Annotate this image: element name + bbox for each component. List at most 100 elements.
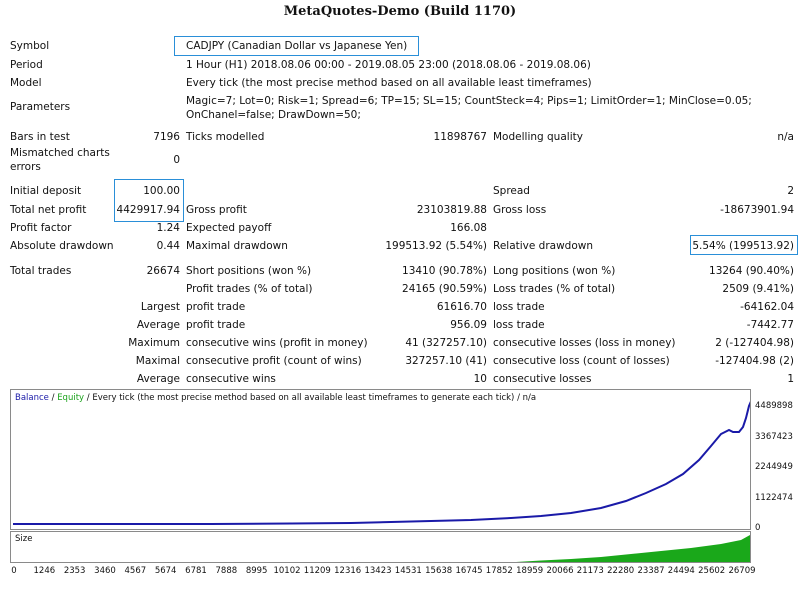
profit-factor-label: Profit factor xyxy=(10,222,72,234)
x-tick: 17852 xyxy=(485,566,513,576)
mismatch-value: 0 xyxy=(173,154,180,166)
deposit-value: 100.00 xyxy=(143,185,180,197)
deposit-profit-highlight xyxy=(114,179,184,222)
average-loss-value: -7442.77 xyxy=(746,319,794,331)
largest-loss-label: loss trade xyxy=(493,301,545,313)
report-title: MetaQuotes-Demo (Build 1170) xyxy=(283,4,517,19)
profit-trades-value: 24165 (90.59%) xyxy=(402,283,487,295)
y-tick-5: 0 xyxy=(755,523,761,533)
x-tick: 16745 xyxy=(455,566,483,576)
x-tick: 12316 xyxy=(334,566,362,576)
avg-consecutive-wins-value: 10 xyxy=(473,373,487,385)
x-axis-ticks: 0 1246 2353 3460 4567 5674 6781 7888 8995 10102 11… xyxy=(0,566,800,578)
largest-profit-label: profit trade xyxy=(186,301,246,313)
size-area-svg xyxy=(516,535,750,562)
x-tick: 2353 xyxy=(63,566,86,576)
deposit-label: Initial deposit xyxy=(10,185,82,197)
x-tick: 5674 xyxy=(154,566,177,576)
avg-consecutive-losses-value: 1 xyxy=(787,373,794,385)
x-tick: 0 xyxy=(11,566,17,576)
average-profit-value: 956.09 xyxy=(450,319,487,331)
maximal-label: Maximal xyxy=(135,355,180,367)
x-tick: 21173 xyxy=(576,566,604,576)
average-loss-label: loss trade xyxy=(493,319,545,331)
average-consecutive-label: Average xyxy=(136,373,180,385)
total-trades-label: Total trades xyxy=(10,265,72,277)
maximal-loss-value: -127404.98 (2) xyxy=(715,355,794,367)
x-tick: 23387 xyxy=(637,566,665,576)
legend-description: / Every tick (the most precise method ba… xyxy=(84,393,537,403)
ticks-label: Ticks modelled xyxy=(186,131,265,143)
y-tick-1: 4489898 xyxy=(755,401,793,411)
bars-label: Bars in test xyxy=(10,131,70,143)
quality-label: Modelling quality xyxy=(493,131,583,143)
y-tick-4: 1122474 xyxy=(755,493,793,503)
x-tick: 15638 xyxy=(425,566,453,576)
symbol-label: Symbol xyxy=(10,40,50,52)
model-label: Model xyxy=(10,77,42,89)
average-label: Average xyxy=(136,319,180,331)
maximal-profit-value: 327257.10 (41) xyxy=(405,355,487,367)
abs-drawdown-label: Absolute drawdown xyxy=(10,240,114,252)
ticks-value: 11898767 xyxy=(433,131,487,143)
maximum-losses-label: consecutive losses (loss in money) xyxy=(493,337,676,349)
expected-payoff-label: Expected payoff xyxy=(186,222,272,234)
net-profit-label: Total net profit xyxy=(10,204,87,216)
legend-balance: Balance xyxy=(15,393,49,403)
x-tick: 3460 xyxy=(94,566,116,576)
gross-profit-value: 23103819.88 xyxy=(416,204,487,216)
avg-consecutive-losses-label: consecutive losses xyxy=(493,373,592,385)
x-tick: 22280 xyxy=(607,566,635,576)
legend-equity: Equity xyxy=(57,393,85,403)
maximum-losses-value: 2 (-127404.98) xyxy=(715,337,794,349)
mismatch-label-2: errors xyxy=(10,161,41,173)
symbol-value: CADJPY (Canadian Dollar vs Japanese Yen) xyxy=(186,40,408,52)
x-tick: 4567 xyxy=(124,566,147,576)
bars-value: 7196 xyxy=(153,131,180,143)
max-drawdown-label: Maximal drawdown xyxy=(186,240,288,252)
gross-loss-value: -18673901.94 xyxy=(720,204,794,216)
maximum-label: Maximum xyxy=(128,337,180,349)
x-tick: 26709 xyxy=(728,566,756,576)
size-panel: Size xyxy=(10,531,751,563)
x-tick: 14531 xyxy=(394,566,422,576)
y-tick-2: 3367423 xyxy=(755,432,793,442)
legend-separator: / xyxy=(48,393,58,403)
net-profit-value: 4429917.94 xyxy=(116,204,180,216)
rel-drawdown-label: Relative drawdown xyxy=(493,240,594,252)
x-tick: 7888 xyxy=(215,566,238,576)
x-tick: 13423 xyxy=(364,566,392,576)
maximal-loss-label: consecutive loss (count of losses) xyxy=(493,355,670,367)
size-area xyxy=(516,535,750,562)
expected-payoff-value: 166.08 xyxy=(450,222,487,234)
rel-drawdown-value: 5.54% (199513.92) xyxy=(692,240,794,252)
loss-trades-label: Loss trades (% of total) xyxy=(493,283,616,295)
spread-label: Spread xyxy=(493,185,530,197)
y-tick-3: 2244949 xyxy=(755,462,793,472)
max-drawdown-value: 199513.92 (5.54%) xyxy=(385,240,487,252)
x-tick: 6781 xyxy=(185,566,207,576)
period-value: 1 Hour (H1) 2018.08.06 00:00 - 2019.08.0… xyxy=(186,59,591,71)
short-positions-value: 13410 (90.78%) xyxy=(402,265,487,277)
chart-legend: Balance / Equity / Every tick (the most … xyxy=(15,393,536,403)
quality-value: n/a xyxy=(777,131,794,143)
balance-curve-svg xyxy=(13,401,750,525)
maximum-wins-label: consecutive wins (profit in money) xyxy=(186,337,368,349)
x-tick: 20066 xyxy=(546,566,574,576)
maximum-wins-value: 41 (327257.10) xyxy=(405,337,487,349)
rel-drawdown-highlight xyxy=(690,235,798,255)
gross-profit-label: Gross profit xyxy=(186,204,247,216)
short-positions-label: Short positions (won %) xyxy=(186,265,312,277)
gross-loss-label: Gross loss xyxy=(493,204,547,216)
long-positions-value: 13264 (90.40%) xyxy=(709,265,794,277)
profit-trades-label: Profit trades (% of total) xyxy=(186,283,313,295)
symbol-highlight xyxy=(174,36,419,56)
parameters-line-2: OnChanel=false; DrawDown=50; xyxy=(186,109,361,121)
profit-factor-value: 1.24 xyxy=(156,222,180,234)
x-tick: 1246 xyxy=(33,566,56,576)
x-tick: 24494 xyxy=(667,566,695,576)
abs-drawdown-value: 0.44 xyxy=(156,240,180,252)
total-trades-value: 26674 xyxy=(146,265,180,277)
mismatch-label-1: Mismatched charts xyxy=(10,147,110,159)
x-tick: 18959 xyxy=(516,566,544,576)
